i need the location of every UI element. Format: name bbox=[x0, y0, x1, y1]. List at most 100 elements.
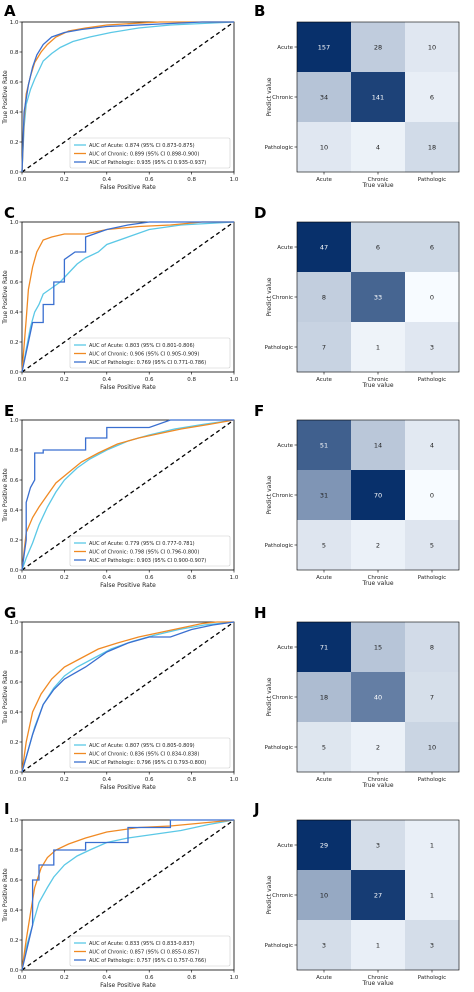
y-tick-label: 1.0 bbox=[10, 620, 19, 626]
x-axis-label: False Positive Rate bbox=[100, 384, 156, 391]
cm-cell-value: 33 bbox=[374, 294, 382, 302]
cm-cell bbox=[405, 222, 460, 273]
chance-diagonal-line bbox=[21, 621, 235, 773]
y-tick-label: 0.4 bbox=[10, 710, 19, 716]
roc-panel-i: I 0.0 0.2 0.4 0.6 0.8 1.0 0.0 0.2 0.4 0.6 0.8 1.0 Fal… bbox=[2, 800, 239, 989]
cm-cell bbox=[297, 322, 352, 373]
x-category-label: Chronic bbox=[368, 777, 389, 783]
x-category-label: Chronic bbox=[368, 575, 389, 581]
roc-curve-acute bbox=[21, 221, 235, 373]
cm-cell bbox=[405, 272, 460, 323]
legend-entry: AUC of Acute: 0.807 (95% CI 0.805-0.809) bbox=[89, 743, 195, 749]
cm-cell bbox=[405, 122, 460, 173]
cm-cell-value: 6 bbox=[430, 94, 434, 102]
cm-cell bbox=[297, 520, 352, 571]
cm-cell bbox=[297, 622, 352, 673]
x-tick-label: 0.2 bbox=[60, 177, 69, 183]
x-tick-label: 0.4 bbox=[102, 377, 111, 383]
chance-diagonal-line bbox=[21, 819, 235, 971]
cm-cell-value: 4 bbox=[430, 442, 434, 450]
cm-cell-value: 14 bbox=[374, 442, 382, 450]
legend-entry: AUC of Acute: 0.803 (95% CI 0.801-0.806) bbox=[89, 343, 195, 349]
cm-cell-value: 2 bbox=[376, 542, 380, 550]
y-tick-label: 0.4 bbox=[10, 310, 19, 316]
panel-letter: A bbox=[4, 2, 16, 20]
x-axis-label: False Positive Rate bbox=[100, 582, 156, 589]
y-category-label: Pathologic bbox=[265, 543, 293, 549]
x-axis-label: True value bbox=[361, 182, 393, 189]
cm-cell bbox=[405, 820, 460, 871]
legend: AUC of Acute: 0.807 (95% CI 0.805-0.809)… bbox=[69, 737, 231, 769]
cm-cell bbox=[405, 420, 460, 471]
legend-entry: AUC of Chronic: 0.836 (95% CI 0.834-0.83… bbox=[89, 752, 199, 758]
cm-cell bbox=[297, 470, 352, 521]
cm-cell-value: 8 bbox=[430, 644, 434, 652]
y-tick-label: 0.2 bbox=[10, 938, 19, 944]
panel-letter: B bbox=[254, 2, 265, 20]
legend-entry: AUC of Chronic: 0.798 (95% CI 0.796-0.80… bbox=[89, 550, 199, 556]
x-axis-label: True value bbox=[361, 382, 393, 389]
y-tick-label: 0.6 bbox=[10, 80, 19, 86]
y-axis-label: Predict value bbox=[266, 677, 273, 716]
cm-cell-value: 3 bbox=[430, 344, 434, 352]
x-tick-label: 0.6 bbox=[145, 177, 154, 183]
y-tick-label: 0.0 bbox=[10, 770, 19, 776]
cm-cell-value: 0 bbox=[430, 294, 434, 302]
cm-cell-value: 10 bbox=[320, 892, 328, 900]
y-tick-label: 0.6 bbox=[10, 280, 19, 286]
roc-curve-acute bbox=[21, 819, 235, 971]
legend-box bbox=[69, 137, 231, 169]
panel-letter: H bbox=[254, 604, 267, 622]
cm-cell-value: 1 bbox=[430, 842, 434, 850]
y-axis-label: Predict value bbox=[266, 77, 273, 116]
roc-curve-chronic bbox=[21, 819, 235, 971]
cm-cell-value: 7 bbox=[322, 344, 326, 352]
cm-cell-value: 70 bbox=[374, 492, 382, 500]
panel-letter: I bbox=[4, 800, 10, 818]
cm-cell bbox=[351, 722, 406, 773]
roc-curve-acute bbox=[21, 21, 235, 173]
y-category-label: Acute bbox=[277, 443, 293, 449]
cm-cell-value: 71 bbox=[320, 644, 328, 652]
roc-curve-pathologic bbox=[21, 221, 234, 373]
cm-cell bbox=[351, 72, 406, 123]
legend-entry: AUC of Pathologic: 0.935 (95% CI 0.935-0… bbox=[89, 160, 206, 166]
y-axis-label: True Positive Rate bbox=[2, 468, 9, 523]
cm-cell-value: 5 bbox=[322, 542, 326, 550]
cm-cell bbox=[405, 322, 460, 373]
confusion-matrix-panel-j: J 29 3 1 10 27 1 3 1 3 Acute Chronic Pathologic Acute… bbox=[253, 800, 460, 987]
cm-cell-value: 0 bbox=[430, 492, 434, 500]
x-category-label: Pathologic bbox=[418, 975, 446, 981]
x-category-label: Pathologic bbox=[418, 777, 446, 783]
legend: AUC of Acute: 0.833 (95% CI 0.833-0.837)… bbox=[69, 935, 231, 967]
x-tick-label: 0.2 bbox=[60, 975, 69, 981]
y-category-label: Chronic bbox=[272, 295, 293, 301]
cm-cell-value: 2 bbox=[376, 744, 380, 752]
cm-cell bbox=[405, 470, 460, 521]
cm-cell bbox=[297, 72, 352, 123]
x-tick-label: 0.2 bbox=[60, 777, 69, 783]
y-axis-label: Predict value bbox=[266, 277, 273, 316]
cm-cell-value: 5 bbox=[322, 744, 326, 752]
x-axis-label: False Positive Rate bbox=[100, 184, 156, 191]
cm-cell bbox=[351, 870, 406, 921]
y-axis-label: True Positive Rate bbox=[2, 70, 9, 125]
y-tick-label: 0.0 bbox=[10, 170, 19, 176]
cm-cell-value: 8 bbox=[322, 294, 326, 302]
x-tick-label: 0.0 bbox=[18, 575, 27, 581]
x-tick-label: 0.6 bbox=[145, 975, 154, 981]
x-axis-label: True value bbox=[361, 980, 393, 987]
x-category-label: Acute bbox=[316, 975, 332, 981]
y-tick-label: 0.0 bbox=[10, 568, 19, 574]
roc-curve-chronic bbox=[21, 419, 235, 571]
cm-cell-value: 3 bbox=[322, 942, 326, 950]
y-category-label: Pathologic bbox=[265, 745, 293, 751]
cm-cell-value: 10 bbox=[428, 44, 436, 52]
x-axis-label: True value bbox=[361, 782, 393, 789]
x-tick-label: 0.2 bbox=[60, 377, 69, 383]
x-tick-label: 1.0 bbox=[230, 575, 239, 581]
cm-cell bbox=[351, 322, 406, 373]
cm-cell-value: 31 bbox=[320, 492, 328, 500]
cm-cell bbox=[297, 122, 352, 173]
y-tick-label: 0.4 bbox=[10, 110, 19, 116]
